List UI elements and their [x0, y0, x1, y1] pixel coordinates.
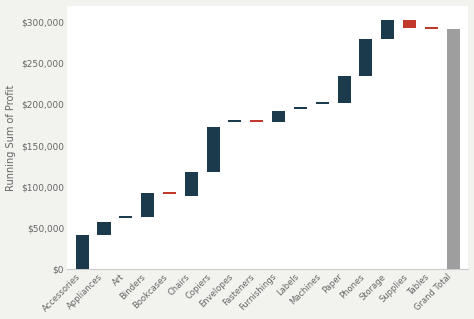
Bar [98, 222, 110, 235]
Y-axis label: Running Sum of Profit: Running Sum of Profit [6, 84, 16, 191]
Bar [76, 235, 89, 269]
Bar [316, 102, 329, 104]
Bar [185, 172, 198, 196]
Bar [447, 29, 460, 269]
Bar [163, 192, 176, 194]
Bar [250, 120, 263, 122]
Bar [425, 27, 438, 29]
Bar [119, 217, 132, 218]
Bar [228, 120, 241, 122]
Bar [207, 127, 219, 172]
Bar [337, 77, 351, 103]
Bar [359, 39, 373, 77]
Bar [141, 193, 154, 217]
Bar [294, 107, 307, 109]
Bar [403, 20, 416, 28]
Bar [381, 20, 394, 39]
Bar [272, 111, 285, 122]
